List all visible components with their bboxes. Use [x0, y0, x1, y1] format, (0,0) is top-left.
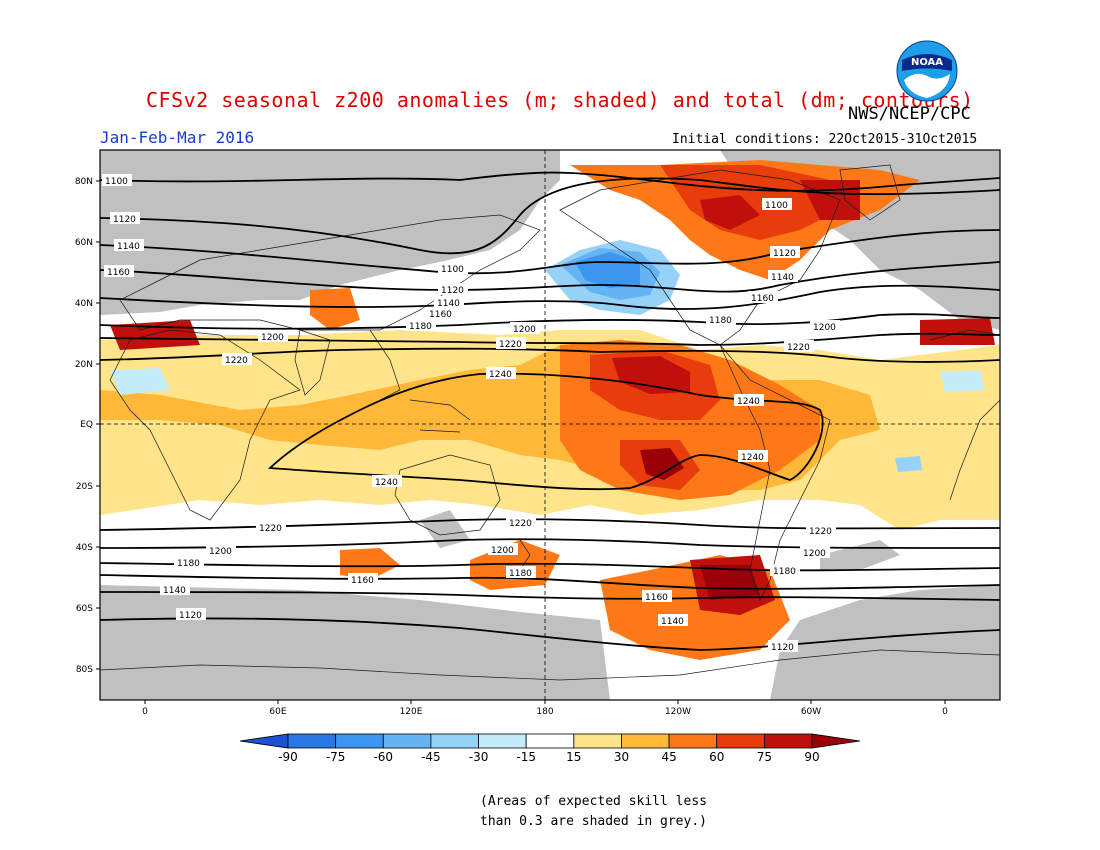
- contour-label: 1240: [375, 478, 398, 488]
- skill-note: (Areas of expected skill less than 0.3 a…: [480, 792, 707, 832]
- colorbar-min-arrow: [239, 733, 289, 749]
- contour-label: 1140: [437, 299, 460, 309]
- contour-label: 1100: [441, 265, 464, 275]
- colorbar-swatch: [525, 733, 575, 749]
- contour-label: 1100: [105, 177, 128, 187]
- contour-label: 1160: [751, 294, 774, 304]
- contour-label: 1220: [509, 519, 532, 529]
- negative-anomalies: [110, 240, 985, 472]
- colorbar-label: 30: [614, 750, 629, 764]
- colorbar-label: -75: [326, 750, 346, 764]
- longitude-axis: 0 60E 120E 180 120W 60W 0: [142, 700, 948, 717]
- contour-label: 1160: [645, 593, 668, 603]
- contour-label: 1180: [409, 322, 432, 332]
- logo-text: NOAA: [911, 57, 943, 68]
- contour-label: 1240: [737, 397, 760, 407]
- colorbar-label: 15: [566, 750, 581, 764]
- lat-tick-label: 20S: [76, 482, 93, 492]
- contour-label: 1220: [809, 527, 832, 537]
- contour-label: 1200: [491, 546, 514, 556]
- contour-label: 1160: [107, 268, 130, 278]
- skill-note-line: than 0.3 are shaded in grey.): [480, 814, 707, 829]
- positive-anomalies: [100, 160, 1000, 660]
- contour-label: 1240: [489, 370, 512, 380]
- colorbar-max-arrow: [811, 733, 861, 749]
- lon-tick-label: 0: [942, 707, 948, 717]
- lat-tick-label: 40N: [75, 299, 93, 309]
- map-panel: 1100 1100 1100 1120 1120 1120 1140 1140 …: [100, 150, 1000, 700]
- colorbar-swatch: [716, 733, 765, 749]
- contour-label: 1120: [113, 215, 136, 225]
- lat-tick-label: EQ: [80, 420, 93, 430]
- contour-label: 1200: [813, 323, 836, 333]
- colorbar-swatch: [573, 733, 622, 749]
- contour-label: 1180: [709, 316, 732, 326]
- lat-tick-label: 60N: [75, 238, 93, 248]
- contour-label: 1200: [513, 325, 536, 335]
- lat-tick-label: 80N: [75, 177, 93, 187]
- colorbar-swatch: [621, 733, 670, 749]
- contour-label: 1200: [209, 547, 232, 557]
- colorbar-label: 45: [661, 750, 676, 764]
- contour-label: 1160: [351, 576, 374, 586]
- contour-label: 1120: [773, 249, 796, 259]
- latitude-axis: 80N 60N 40N 20N EQ 20S 40S 60S 80S: [75, 177, 100, 675]
- noaa-logo: NOAA: [896, 40, 958, 102]
- colorbar-swatch: [430, 733, 479, 749]
- contour-label: 1140: [661, 617, 684, 627]
- coastlines: [100, 164, 1000, 681]
- contour-label: 1220: [225, 356, 248, 366]
- colorbar-label: 75: [757, 750, 772, 764]
- colorbar-label: -45: [421, 750, 441, 764]
- contour-label: 1160: [429, 310, 452, 320]
- contour-label: 1140: [771, 273, 794, 283]
- contour-label: 1140: [163, 586, 186, 596]
- colorbar-swatch: [335, 733, 384, 749]
- skill-note-line: (Areas of expected skill less: [480, 794, 707, 809]
- colorbar-swatch: [478, 733, 527, 749]
- lon-tick-label: 60E: [269, 707, 286, 717]
- colorbar-label: 60: [709, 750, 724, 764]
- lon-tick-label: 180: [536, 707, 553, 717]
- lat-tick-label: 80S: [76, 665, 93, 675]
- colorbar: -90 -75 -60 -45 -30 -15 15 30 45 60 75 90: [239, 733, 861, 764]
- contour-label: 1180: [509, 569, 532, 579]
- colorbar-label: -30: [469, 750, 489, 764]
- lat-tick-label: 20N: [75, 360, 93, 370]
- lon-tick-label: 0: [142, 707, 148, 717]
- colorbar-swatch: [287, 733, 337, 749]
- contour-label: 1180: [177, 559, 200, 569]
- contour-label: 1140: [117, 242, 140, 252]
- contour-label: 1100: [765, 201, 788, 211]
- colorbar-swatch: [668, 733, 718, 749]
- season-label: Jan-Feb-Mar 2016: [100, 128, 255, 147]
- contour-labels: 1100 1100 1100 1120 1120 1120 1140 1140 …: [102, 174, 840, 653]
- contour-label: 1220: [499, 340, 522, 350]
- contour-label: 1120: [441, 286, 464, 296]
- colorbar-label: -15: [516, 750, 536, 764]
- lon-tick-label: 120E: [400, 707, 423, 717]
- contour-label: 1220: [787, 343, 810, 353]
- contour-label: 1200: [803, 549, 826, 559]
- map-frame: [99, 149, 1001, 701]
- colorbar-swatch: [382, 733, 432, 749]
- contour-label: 1200: [261, 333, 284, 343]
- colorbar-label: -60: [373, 750, 393, 764]
- contour-label: 1220: [259, 524, 282, 534]
- contour-label: 1120: [771, 643, 794, 653]
- lon-tick-label: 120W: [665, 707, 691, 717]
- colorbar-label: -90: [278, 750, 298, 764]
- contour-label: 1180: [773, 567, 796, 577]
- organization-label: NWS/NCEP/CPC: [848, 104, 971, 124]
- colorbar-swatch: [763, 733, 813, 749]
- lat-tick-label: 60S: [76, 604, 93, 614]
- colorbar-label: 90: [804, 750, 819, 764]
- chart-title: CFSv2 seasonal z200 anomalies (m; shaded…: [146, 88, 974, 112]
- contour-label: 1240: [741, 453, 764, 463]
- lat-tick-label: 40S: [76, 543, 93, 553]
- initial-conditions-label: Initial conditions: 22Oct2015-31Oct2015: [672, 132, 978, 147]
- contour-label: 1120: [179, 611, 202, 621]
- lon-tick-label: 60W: [801, 707, 821, 717]
